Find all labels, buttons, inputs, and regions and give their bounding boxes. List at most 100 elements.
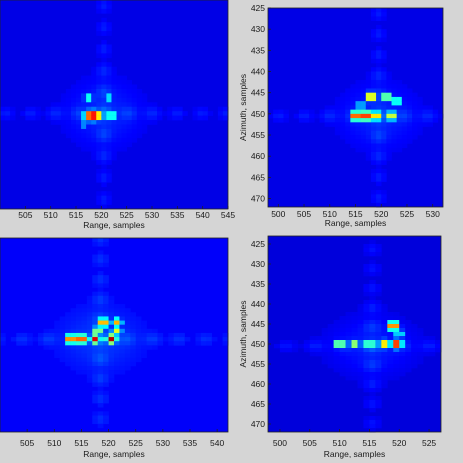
- heatmap-cell: [370, 168, 377, 174]
- heatmap-cell: [363, 324, 370, 329]
- heatmap-cell: [375, 264, 382, 269]
- heatmap-cell: [136, 97, 143, 103]
- heatmap-cell: [121, 115, 127, 121]
- heatmap-cell: [399, 360, 406, 365]
- heatmap-cell: [417, 101, 423, 106]
- heatmap-cell: [86, 75, 92, 81]
- heatmap-cell: [429, 348, 436, 353]
- heatmap-cell: [101, 160, 107, 165]
- heatmap-cell: [76, 106, 82, 112]
- heatmap-cell: [136, 124, 143, 130]
- heatmap-cell: [96, 155, 102, 161]
- heatmap-cell: [376, 105, 382, 110]
- heatmap-cell: [357, 304, 364, 309]
- heatmap-cell: [399, 316, 406, 321]
- heatmap-cell: [386, 143, 392, 149]
- heatmap-cell: [393, 336, 400, 341]
- heatmap-cell: [86, 299, 93, 305]
- heatmap-cell: [381, 173, 387, 178]
- heatmap-cell: [429, 340, 436, 345]
- heatmap-cell: [376, 181, 382, 187]
- heatmap-cell: [86, 320, 93, 325]
- heatmap-cell: [350, 139, 356, 144]
- heatmap-cell: [283, 109, 289, 115]
- heatmap-cell: [411, 340, 418, 345]
- heatmap-cell: [370, 177, 377, 182]
- heatmap-cell: [386, 156, 392, 161]
- heatmap-cell: [376, 122, 382, 127]
- heatmap-cell: [121, 80, 127, 85]
- heatmap-cell: [86, 374, 93, 379]
- heatmap-cell: [54, 341, 61, 346]
- heatmap-cell: [345, 340, 352, 345]
- heatmap-cell: [21, 341, 28, 346]
- heatmap-cell: [97, 365, 104, 371]
- heatmap-cell: [369, 360, 376, 365]
- heatmap-cell: [369, 376, 376, 381]
- heatmap-cell: [92, 357, 99, 363]
- heatmap-cell: [406, 96, 413, 102]
- heatmap-cell: [351, 372, 358, 377]
- heatmap-cell: [157, 106, 163, 112]
- heatmap-cell: [81, 316, 88, 321]
- heatmap-cell: [70, 324, 77, 330]
- heatmap-cell: [381, 92, 387, 98]
- heatmap-cell: [381, 58, 387, 64]
- heatmap-cell: [339, 320, 346, 325]
- heatmap-cell: [381, 75, 387, 81]
- heatmap-cell: [401, 109, 408, 115]
- heatmap-cell: [108, 345, 115, 350]
- heatmap-cell: [96, 71, 102, 76]
- heatmap-cell: [124, 365, 131, 371]
- heatmap-cell: [0, 111, 6, 116]
- heatmap-cell: [350, 130, 356, 136]
- heatmap-cell: [92, 332, 99, 338]
- heatmap-cell: [375, 368, 382, 373]
- heatmap-cell: [417, 109, 423, 115]
- heatmap-cell: [86, 102, 92, 108]
- heatmap-cell: [357, 316, 364, 321]
- heatmap-cell: [114, 316, 120, 321]
- x-tick-label: 535: [170, 210, 184, 220]
- heatmap-cell: [124, 361, 131, 367]
- heatmap-cell: [304, 113, 310, 119]
- heatmap-cell: [92, 382, 99, 387]
- heatmap-cell: [406, 130, 413, 136]
- heatmap-cell: [114, 361, 120, 367]
- heatmap-cell: [96, 44, 102, 50]
- heatmap-cell: [59, 316, 66, 321]
- heatmap-cell: [324, 113, 331, 119]
- heatmap-cell: [124, 349, 131, 354]
- heatmap-cell: [59, 345, 66, 350]
- heatmap-cell: [333, 324, 340, 329]
- heatmap-cell: [121, 106, 127, 112]
- heatmap-cell: [327, 340, 334, 345]
- heatmap-cell: [386, 71, 392, 77]
- heatmap-cell: [327, 348, 334, 353]
- heatmap-cell: [435, 348, 442, 353]
- heatmap-cell: [126, 80, 133, 85]
- heatmap-cell: [5, 115, 11, 121]
- heatmap-cell: [370, 12, 377, 17]
- heatmap-cell: [173, 341, 180, 346]
- heatmap-cell: [152, 345, 158, 350]
- heatmap-cell: [124, 328, 131, 334]
- heatmap-cell: [124, 353, 131, 359]
- heatmap-cell: [327, 324, 334, 329]
- heatmap-cell: [411, 360, 418, 365]
- heatmap-cell: [108, 316, 115, 321]
- heatmap-cell: [76, 88, 82, 94]
- heatmap-cell: [406, 135, 413, 140]
- heatmap-cell: [355, 122, 361, 127]
- heatmap-cell: [345, 352, 352, 357]
- heatmap-cell: [81, 115, 87, 121]
- heatmap-cell: [207, 111, 214, 116]
- heatmap-cell: [106, 155, 112, 161]
- heatmap-cell: [363, 372, 370, 377]
- heatmap-cell: [417, 352, 424, 357]
- heatmap-cell: [396, 101, 403, 106]
- heatmap-cell: [108, 304, 115, 309]
- heatmap-cell: [65, 115, 72, 121]
- heatmap-cell: [152, 120, 158, 125]
- heatmap-cell: [162, 111, 168, 116]
